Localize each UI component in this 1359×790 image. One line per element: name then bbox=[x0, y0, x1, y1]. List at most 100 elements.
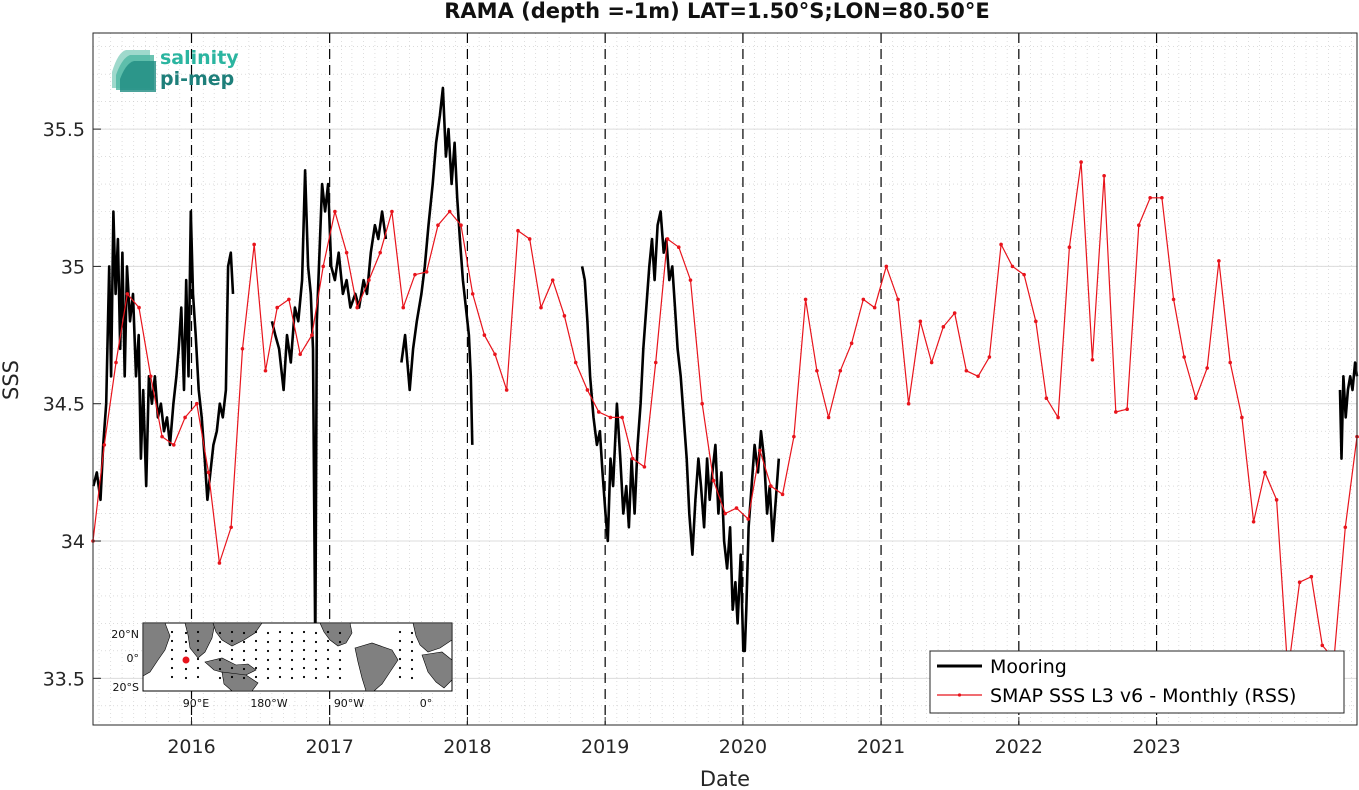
x-tick-label: 2016 bbox=[167, 736, 215, 758]
smap-data-point bbox=[1240, 415, 1244, 420]
smap-data-point bbox=[1067, 245, 1072, 249]
smap-data-point bbox=[1090, 357, 1095, 362]
map-array-dot bbox=[290, 640, 294, 644]
mooring-series-line bbox=[1338, 361, 1359, 460]
map-array-dot bbox=[230, 675, 234, 679]
smap-data-point bbox=[596, 410, 601, 414]
map-array-dot bbox=[302, 630, 306, 634]
map-array-dot bbox=[410, 667, 414, 671]
map-array-dot bbox=[184, 631, 188, 635]
map-array-dot bbox=[290, 649, 294, 653]
smap-data-point bbox=[872, 305, 877, 310]
map-array-dot bbox=[196, 639, 200, 643]
series-layer bbox=[91, 86, 1359, 675]
map-array-dot bbox=[278, 675, 282, 679]
smap-data-point bbox=[1137, 223, 1141, 228]
map-array-dot bbox=[196, 657, 200, 661]
map-array-dot bbox=[230, 630, 234, 634]
map-array-dot bbox=[242, 649, 246, 653]
smap-data-point bbox=[1194, 396, 1198, 401]
x-tick-label: 2019 bbox=[581, 736, 629, 758]
mooring-series-line bbox=[270, 169, 388, 653]
map-array-dot bbox=[410, 640, 414, 644]
map-array-dot bbox=[302, 666, 306, 670]
smap-data-point bbox=[1182, 355, 1186, 359]
x-axis-label: Date bbox=[700, 767, 750, 790]
map-array-dot bbox=[338, 649, 342, 653]
map-lon-label-0: 0° bbox=[420, 697, 433, 710]
smap-data-point bbox=[826, 415, 831, 420]
y-tick-label: 35.5 bbox=[43, 119, 85, 141]
map-array-dot bbox=[398, 648, 402, 652]
smap-data-point bbox=[758, 448, 762, 453]
inset-map-land bbox=[142, 622, 453, 692]
smap-data-point bbox=[700, 401, 704, 406]
map-array-dot bbox=[254, 675, 258, 679]
smap-data-point bbox=[310, 333, 314, 337]
x-tick-label: 2023 bbox=[1132, 736, 1180, 758]
map-array-dot bbox=[338, 631, 342, 635]
map-array-dot bbox=[410, 631, 414, 635]
smap-data-point bbox=[653, 360, 658, 365]
map-array-dot bbox=[170, 657, 174, 661]
smap-data-point bbox=[746, 517, 751, 521]
map-array-dot bbox=[266, 649, 270, 653]
smap-data-point bbox=[424, 270, 429, 274]
map-array-dot bbox=[326, 675, 330, 679]
map-lon-label-180w: 180°W bbox=[250, 697, 287, 710]
map-array-dot bbox=[410, 649, 414, 653]
map-array-dot bbox=[242, 667, 246, 671]
smap-data-point bbox=[769, 484, 773, 488]
y-tick-label: 35 bbox=[61, 256, 85, 278]
map-array-dot bbox=[266, 631, 270, 635]
smap-data-point bbox=[884, 264, 889, 269]
smap-data-point bbox=[263, 368, 268, 373]
smap-data-point bbox=[125, 292, 130, 296]
smap-data-point bbox=[459, 223, 463, 228]
x-tick-label: 2018 bbox=[443, 736, 491, 758]
map-array-dot bbox=[398, 630, 402, 634]
smap-data-point bbox=[539, 305, 543, 310]
smap-data-point bbox=[493, 352, 497, 357]
map-array-dot bbox=[314, 676, 318, 680]
map-array-dot bbox=[196, 630, 200, 634]
map-array-dot bbox=[242, 676, 246, 680]
smap-data-point bbox=[287, 297, 291, 302]
smap-data-point bbox=[999, 242, 1003, 247]
smap-data-point bbox=[401, 305, 406, 310]
legend-label-smap: SMAP SSS L3 v6 - Monthly (RSS) bbox=[990, 685, 1296, 707]
map-array-dot bbox=[326, 657, 330, 661]
smap-data-point bbox=[665, 237, 670, 241]
smap-data-point bbox=[527, 237, 532, 241]
smap-data-point bbox=[734, 506, 739, 510]
smap-data-point bbox=[918, 319, 923, 324]
smap-data-point bbox=[148, 374, 153, 379]
legend-box bbox=[929, 650, 1345, 714]
smap-data-point bbox=[608, 415, 613, 420]
chart-title: RAMA (depth =-1m) LAT=1.50°S;LON=80.50°E bbox=[444, 0, 990, 23]
map-array-dot bbox=[290, 667, 294, 671]
smap-data-point bbox=[952, 311, 957, 315]
map-array-dot bbox=[266, 658, 270, 662]
plot-frame bbox=[92, 32, 1358, 726]
year-boundary-lines bbox=[190, 33, 1158, 725]
smap-data-point bbox=[1228, 360, 1232, 365]
y-tick-label: 33.5 bbox=[43, 668, 85, 690]
smap-data-point bbox=[815, 368, 819, 373]
map-array-dot bbox=[266, 640, 270, 644]
map-array-dot bbox=[254, 666, 258, 670]
smap-data-point bbox=[792, 434, 796, 439]
map-array-dot bbox=[278, 648, 282, 652]
smap-data-point bbox=[516, 228, 520, 233]
smap-data-point bbox=[906, 401, 911, 406]
x-tick-label: 2022 bbox=[995, 736, 1043, 758]
map-array-dot bbox=[290, 631, 294, 635]
map-array-dot bbox=[184, 676, 188, 680]
smap-data-point bbox=[206, 470, 211, 475]
logo-wave-icon bbox=[112, 50, 156, 92]
smap-data-point bbox=[1217, 259, 1221, 263]
map-array-dot bbox=[218, 667, 222, 671]
smap-data-point bbox=[896, 297, 900, 302]
smap-data-point bbox=[711, 478, 716, 483]
map-array-dot bbox=[278, 630, 282, 634]
